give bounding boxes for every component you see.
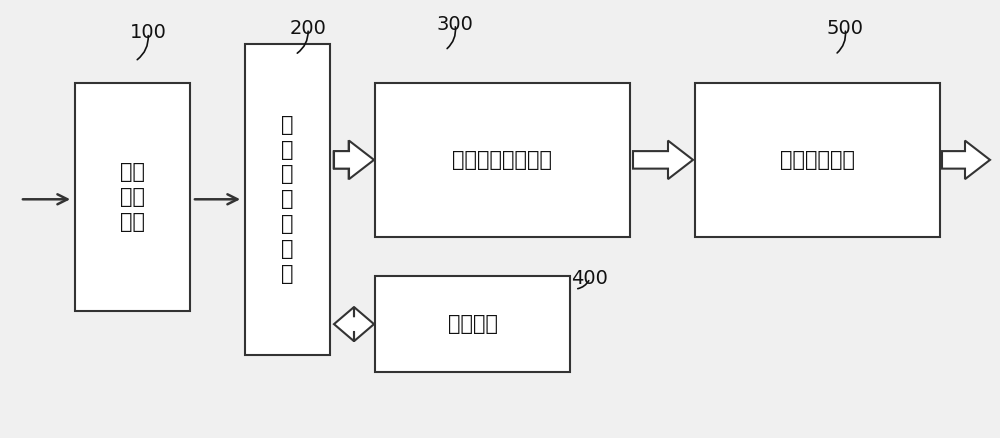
- Text: 多
方
向
起
偏
单
元: 多 方 向 起 偏 单 元: [281, 115, 294, 284]
- Text: 100: 100: [130, 23, 166, 42]
- Polygon shape: [633, 141, 693, 179]
- Polygon shape: [333, 140, 373, 180]
- Polygon shape: [334, 141, 374, 179]
- Text: 200: 200: [290, 19, 326, 38]
- Text: 控制单元: 控制单元: [448, 314, 498, 334]
- Bar: [695, 83, 940, 237]
- Bar: [245, 44, 330, 355]
- Polygon shape: [334, 307, 374, 341]
- Text: 红外
光学
镜头: 红外 光学 镜头: [120, 162, 145, 232]
- Bar: [375, 276, 570, 372]
- Text: 红外焦平面探测器: 红外焦平面探测器: [452, 150, 552, 170]
- Bar: [75, 83, 190, 311]
- Text: 500: 500: [826, 19, 864, 38]
- Text: 300: 300: [437, 14, 473, 34]
- Polygon shape: [942, 141, 990, 179]
- Text: 400: 400: [572, 268, 608, 288]
- Bar: [375, 83, 630, 237]
- Text: 图像处理单元: 图像处理单元: [780, 150, 855, 170]
